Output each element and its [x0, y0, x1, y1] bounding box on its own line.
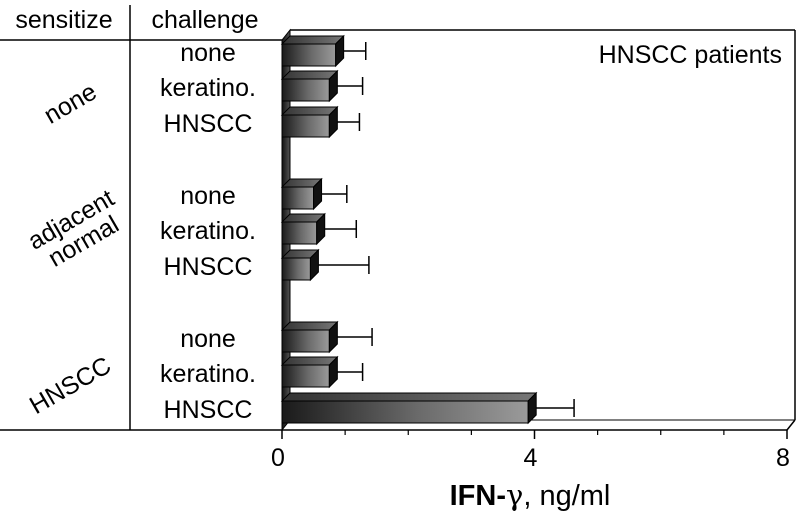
bar [281, 43, 337, 67]
x-tick-label: 4 [524, 444, 538, 472]
x-axis-label-unit: , ng/ml [523, 480, 610, 512]
x-axis-label: IFN-γ, ng/ml [450, 478, 611, 512]
challenge-header: challenge [151, 6, 258, 34]
bar-end-face [527, 391, 537, 425]
x-axis-label-bold: IFN- [450, 480, 506, 512]
bar [281, 257, 311, 281]
bar-top-face [280, 106, 339, 116]
category-labels: none none keratino. HNSCC adjacentnormal none… [23, 39, 256, 424]
sensitize-label: HNSCC [25, 351, 116, 420]
challenge-label: HNSCC [164, 110, 253, 138]
bar-top-face [280, 70, 339, 80]
challenge-label: HNSCC [164, 396, 253, 424]
bar-end-face [335, 34, 345, 68]
challenge-label: none [180, 325, 236, 353]
bar-top-face [280, 392, 538, 402]
challenge-label: keratino. [160, 74, 256, 102]
challenge-label: keratino. [160, 217, 256, 245]
x-tick-label: 0 [271, 444, 285, 472]
bar [281, 329, 330, 353]
bars-layer [280, 34, 575, 425]
challenge-label: HNSCC [164, 253, 253, 281]
bar [281, 221, 318, 245]
x-axis-ticks: 0 4 8 [271, 430, 790, 472]
sensitize-label: none [39, 78, 101, 130]
bar [281, 186, 315, 210]
bar-top-face [280, 321, 339, 331]
bar-top-face [280, 356, 339, 366]
bar-end-face [316, 212, 326, 246]
sensitize-header: sensitize [15, 6, 112, 34]
challenge-label: none [180, 39, 236, 67]
bar-top-face [280, 35, 345, 45]
bar [281, 400, 529, 424]
bar [281, 114, 330, 138]
challenge-label: keratino. [160, 360, 256, 388]
chart-title: HNSCC patients [599, 41, 782, 69]
bar-end-face [313, 177, 323, 211]
bar [281, 78, 330, 102]
x-tick-label: 8 [776, 444, 790, 472]
sensitize-label: adjacentnormal [23, 184, 131, 277]
bar-end-face [328, 69, 338, 103]
plot-bottom-right-corner [786, 419, 796, 431]
bar-end-face [328, 355, 338, 389]
challenge-label: none [180, 182, 236, 210]
bar [281, 364, 330, 388]
bar-end-face [309, 248, 319, 282]
bar-end-face [328, 320, 338, 354]
x-axis-label-greek: γ [506, 478, 523, 512]
bar-end-face [328, 105, 338, 139]
